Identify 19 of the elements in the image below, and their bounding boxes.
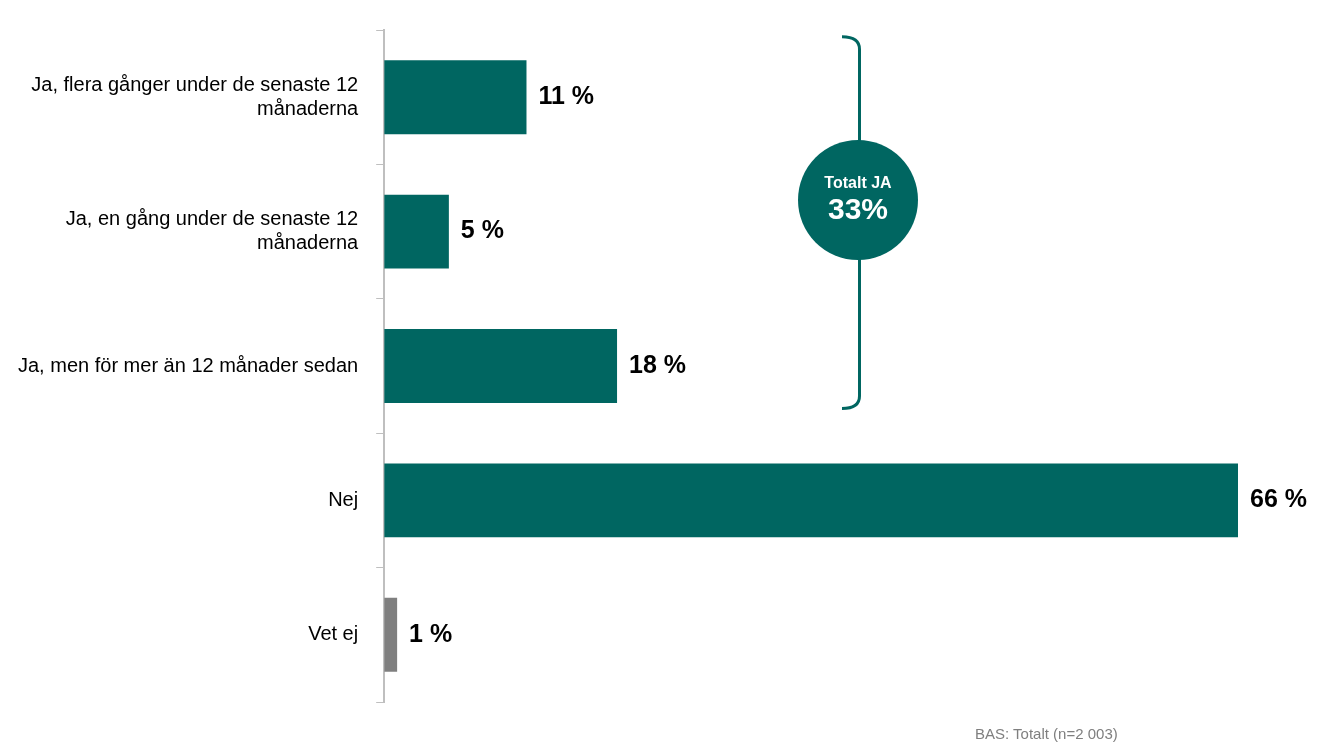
y-tick-label: Vet ej	[308, 622, 359, 645]
badge: Totalt JA 33%	[798, 139, 918, 260]
bar	[384, 60, 527, 135]
data-label: 66 %	[1250, 484, 1307, 513]
data-label: 11 %	[538, 81, 595, 110]
bar	[384, 463, 1238, 538]
y-tick-label: Nej	[328, 487, 359, 510]
y-tick-label: Ja, flera gånger under de senaste 12 månaderna	[31, 72, 360, 119]
data-label: 18 %	[629, 349, 687, 378]
bar	[384, 329, 618, 403]
bar	[384, 194, 449, 269]
annotation: 33%	[827, 191, 889, 226]
annotation: Totalt JA	[824, 173, 892, 192]
data-label: 1 %	[409, 618, 453, 647]
y-tick-label: Ja, en gång under de senaste 12 månaderna	[65, 207, 360, 254]
bar	[384, 597, 398, 672]
text: BAS: Totalt (n=2 003)	[975, 725, 1118, 742]
data-label: 5 %	[460, 215, 504, 244]
y-tick-label: Ja, men för mer än 12 månader sedan	[18, 353, 359, 376]
